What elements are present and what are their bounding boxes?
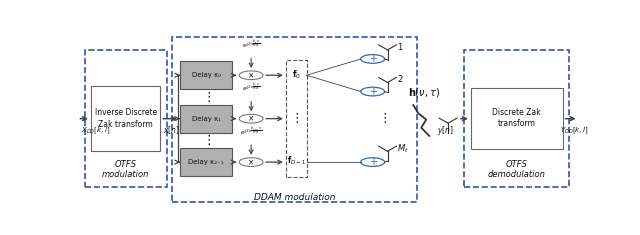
Text: $\mathbf{h}(\nu, \tau)$: $\mathbf{h}(\nu, \tau)$ xyxy=(408,86,440,99)
FancyBboxPatch shape xyxy=(471,88,563,149)
FancyBboxPatch shape xyxy=(180,148,232,176)
Text: Delay κ₀: Delay κ₀ xyxy=(192,72,221,78)
Text: Delay κ₁: Delay κ₁ xyxy=(192,116,221,122)
Text: $\mathbf{f}_{D-1}$: $\mathbf{f}_{D-1}$ xyxy=(287,155,306,168)
Text: Discrete Zak: Discrete Zak xyxy=(492,108,541,117)
Text: DDAM modulation: DDAM modulation xyxy=(253,193,335,202)
Text: ⋮: ⋮ xyxy=(290,112,303,125)
FancyBboxPatch shape xyxy=(180,61,232,89)
Text: $e^{j2\pi \frac{b_{D-1} n}{MN}}$: $e^{j2\pi \frac{b_{D-1} n}{MN}}$ xyxy=(240,125,262,138)
Text: +: + xyxy=(369,157,376,167)
FancyBboxPatch shape xyxy=(180,105,232,133)
Text: Inverse Discrete: Inverse Discrete xyxy=(95,108,157,117)
Text: ⋮: ⋮ xyxy=(203,91,215,104)
Text: Zak transform: Zak transform xyxy=(99,120,153,129)
Text: 2: 2 xyxy=(397,75,403,84)
Text: OTFS
modulation: OTFS modulation xyxy=(102,160,149,179)
Text: $Y_{DD}[k,l]$: $Y_{DD}[k,l]$ xyxy=(560,125,589,136)
Text: +: + xyxy=(369,54,376,64)
Text: $e^{j2\pi \frac{b_1 n}{MN}}$: $e^{j2\pi \frac{b_1 n}{MN}}$ xyxy=(242,82,260,94)
Text: $y[n]$: $y[n]$ xyxy=(437,124,454,137)
Text: ⋮: ⋮ xyxy=(203,134,215,147)
Text: $\times$: $\times$ xyxy=(248,70,255,80)
Text: $e^{j2\pi \frac{b_0 n}{MN}}$: $e^{j2\pi \frac{b_0 n}{MN}}$ xyxy=(242,38,260,51)
FancyBboxPatch shape xyxy=(91,86,161,151)
Text: $\times$: $\times$ xyxy=(248,157,255,167)
Text: $M_t$: $M_t$ xyxy=(397,142,409,155)
Text: $x[n]$: $x[n]$ xyxy=(163,125,180,136)
Text: $X_{DD}[k,l]$: $X_{DD}[k,l]$ xyxy=(81,125,110,136)
Text: OTFS
demodulation: OTFS demodulation xyxy=(488,160,545,179)
Text: +: + xyxy=(369,86,376,97)
Text: $\times$: $\times$ xyxy=(248,114,255,123)
Text: Delay κ₂₋₁: Delay κ₂₋₁ xyxy=(188,159,224,165)
Text: ⋮: ⋮ xyxy=(378,112,391,125)
Text: transform: transform xyxy=(497,119,536,128)
Text: 1: 1 xyxy=(397,43,403,52)
Text: $\mathbf{f}_0$: $\mathbf{f}_0$ xyxy=(292,69,301,82)
